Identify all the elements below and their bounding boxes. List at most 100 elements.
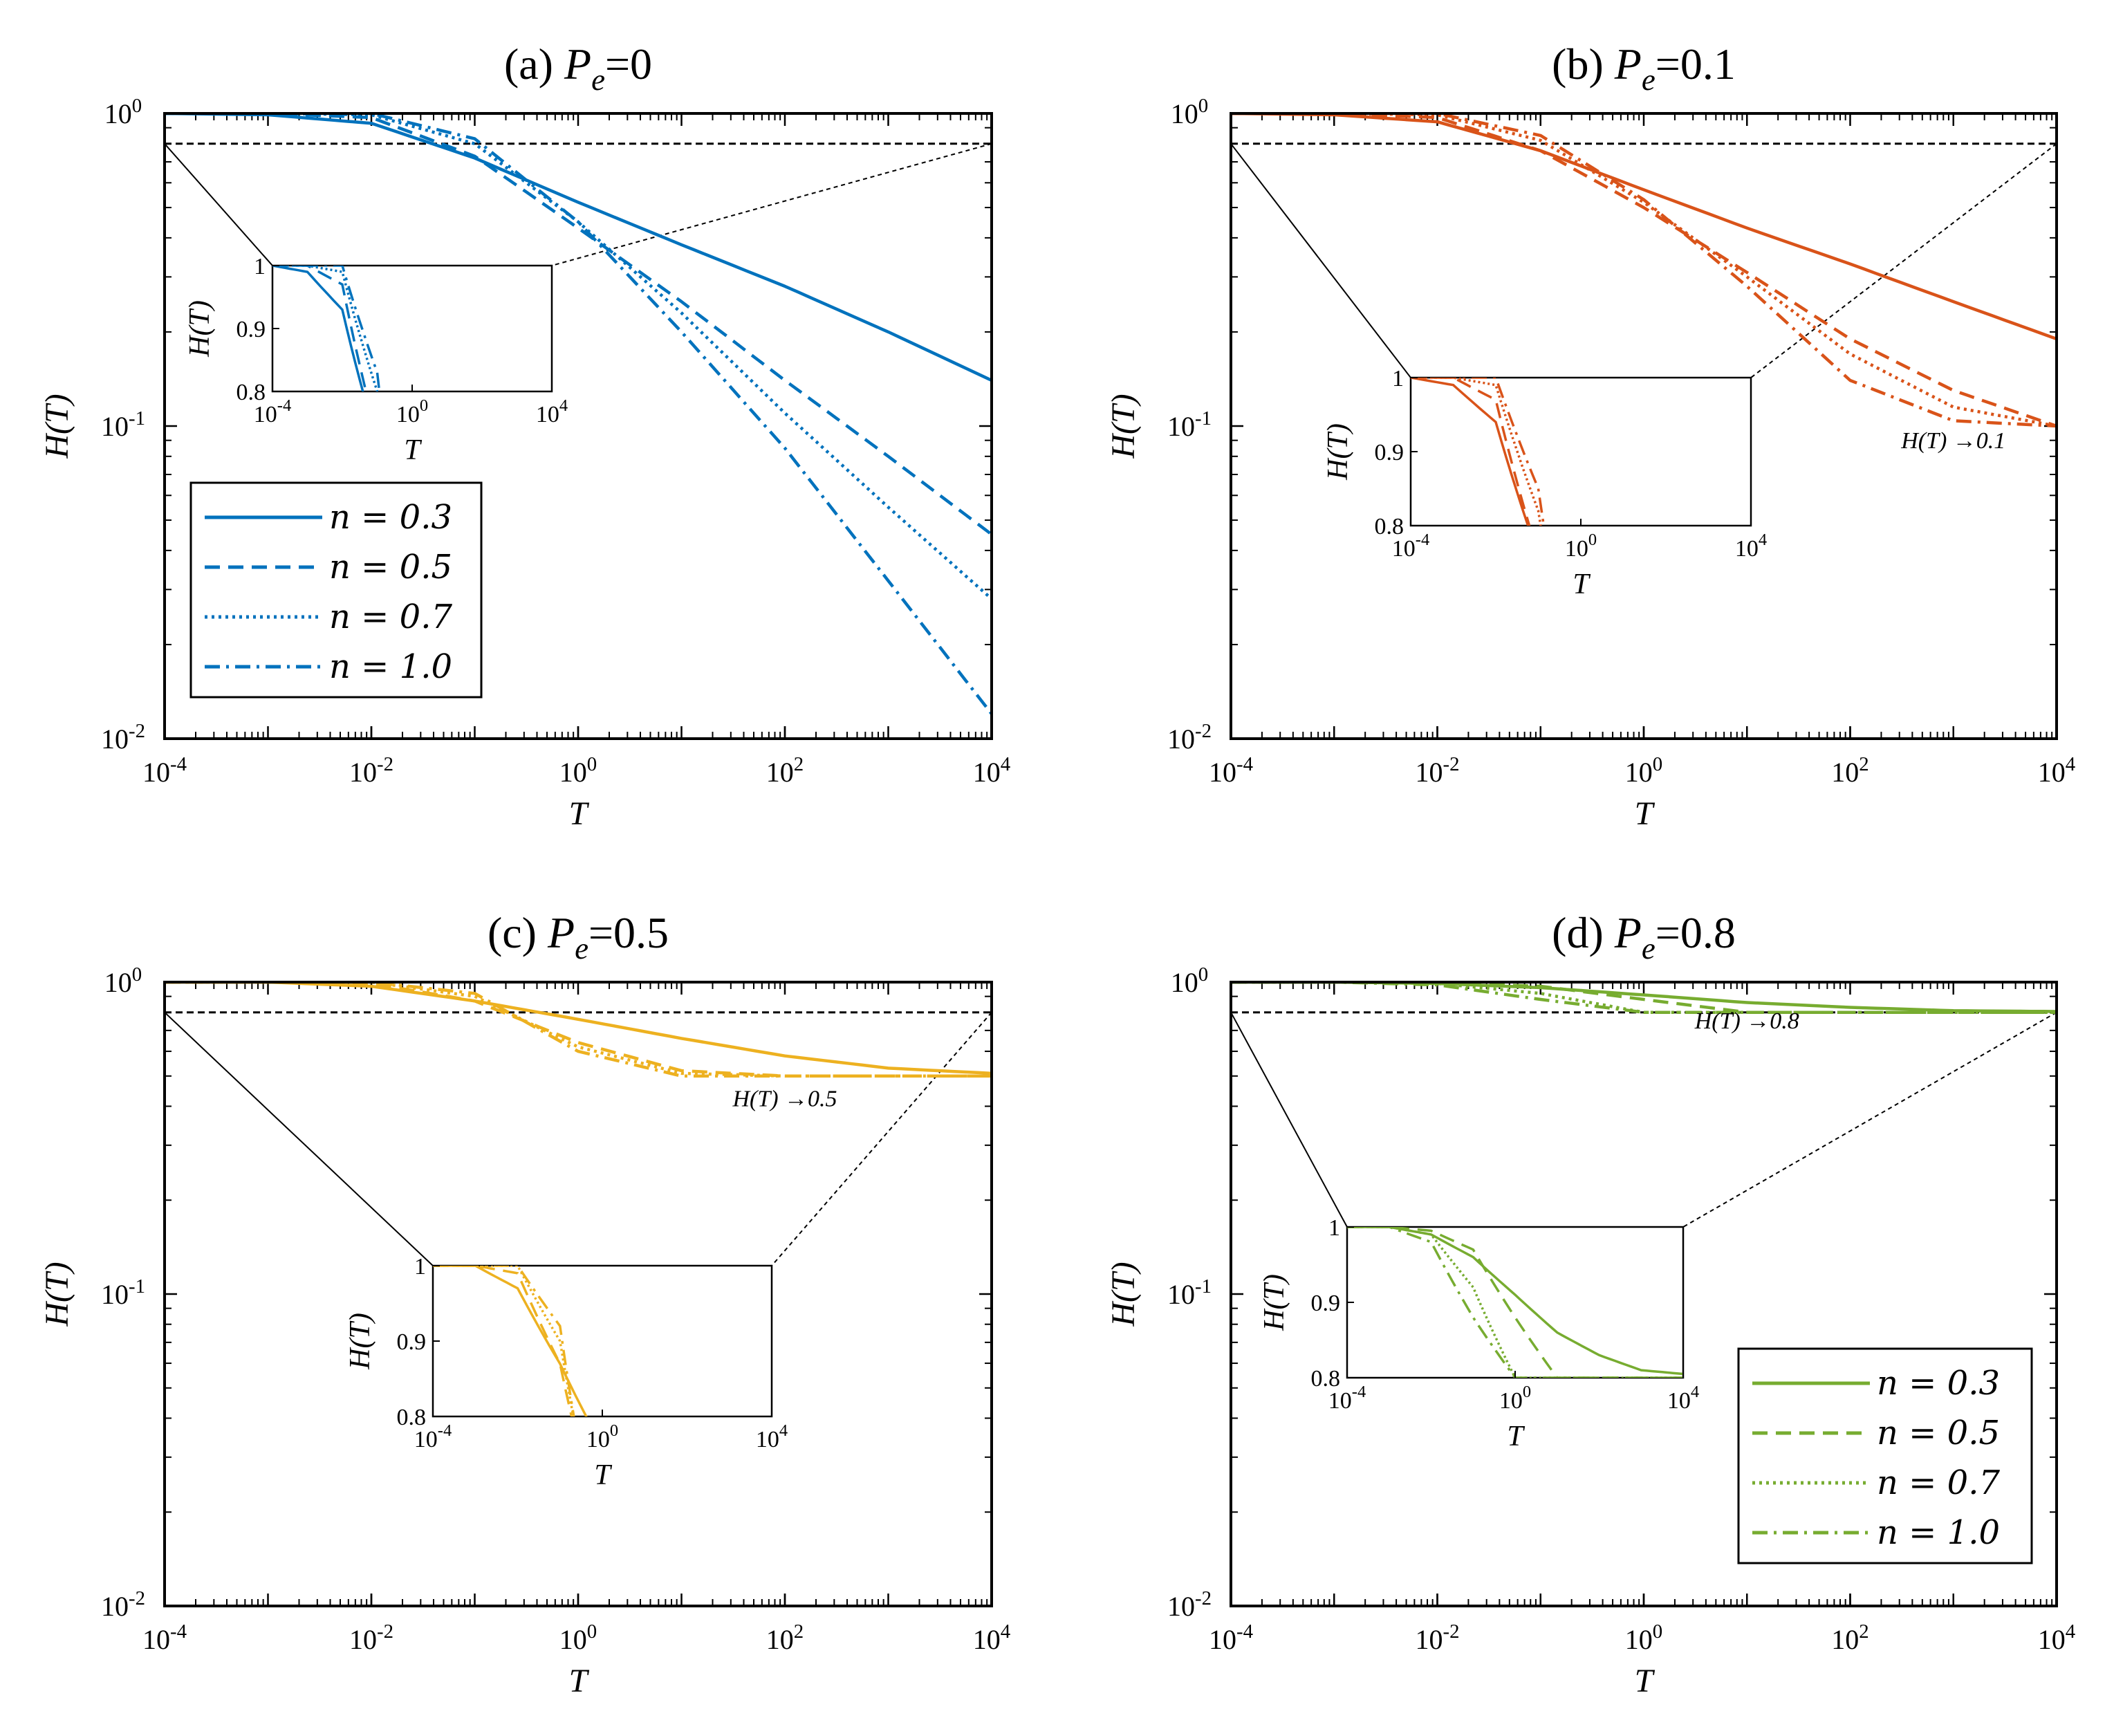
x-tick-label: 100	[559, 753, 597, 788]
x-tick-label: 10-4	[142, 753, 187, 788]
inset-y-label: H(T)	[1322, 423, 1354, 481]
series-line-05	[1231, 113, 2057, 428]
y-tick-label-base: 10	[104, 967, 132, 998]
panel-d: (d) Pe=0.810-4 10-2 100 102 10410-210-1100TH…	[1105, 908, 2075, 1699]
inset-y-tick-label: 0.8	[1311, 1366, 1341, 1392]
axes-box	[1230, 112, 2058, 740]
y-tick-label: 100	[104, 963, 142, 998]
y-axis-label: H(T)	[39, 394, 75, 459]
x-tick-label: 104	[2038, 1620, 2075, 1655]
x-tick-label: 10-2	[349, 1620, 393, 1655]
inset-x-tick-label: 104	[756, 1421, 788, 1452]
title-sub: e	[1642, 62, 1656, 97]
x-tick-label: 104	[973, 753, 1010, 788]
inset-x-label: T	[594, 1459, 612, 1491]
zoom-connector-right	[551, 142, 992, 266]
limit-annotation: H(T) →0.5	[732, 1086, 837, 1111]
series-line-05	[165, 113, 992, 536]
series-line-03	[165, 113, 992, 382]
y-tick-label: 10-2	[101, 720, 145, 755]
y-tick-label-base: 10	[101, 723, 129, 755]
inset-series-line	[1347, 1227, 1683, 1376]
x-tick-label-exp: 0	[587, 753, 597, 775]
legend-label: n = 1.0	[329, 647, 452, 686]
inset-x-tick-label-exp: -4	[277, 396, 291, 415]
zoom-connector-left	[164, 143, 273, 266]
inset-x-label: T	[1507, 1421, 1525, 1452]
x-tick-label-exp: 0	[587, 1620, 597, 1643]
x-tick-label-exp: -4	[170, 753, 187, 775]
title-suffix: =0	[605, 39, 652, 89]
legend-label: n = 0.5	[329, 548, 452, 587]
x-tick-label: 10-2	[1416, 1620, 1460, 1655]
series-line-07	[165, 982, 992, 1078]
inset-y-tick-label: 0.9	[1311, 1291, 1341, 1316]
x-tick-label-base: 10	[1209, 757, 1236, 788]
panel-title: (b) Pe=0.1	[1552, 39, 1736, 97]
x-tick-label-exp: 0	[1653, 1620, 1662, 1643]
y-tick-label-exp: 0	[1198, 95, 1208, 117]
series-line-07	[1231, 982, 2057, 1014]
y-tick-label-exp: -1	[1195, 1275, 1212, 1298]
inset-series-group	[272, 266, 381, 391]
inset-x-tick-label: 10-4	[1392, 530, 1429, 562]
y-tick-label: 10-2	[1167, 1587, 1212, 1622]
y-tick-label: 100	[1171, 95, 1208, 129]
y-tick-label-base: 10	[1171, 98, 1198, 129]
series-group	[1231, 113, 2057, 428]
y-tick-label-base: 10	[101, 1279, 129, 1310]
inset-x-tick-label-exp: 0	[420, 396, 428, 415]
inset-x-tick-label-exp: 4	[1759, 530, 1767, 549]
x-tick-label: 10-2	[1416, 753, 1460, 788]
y-tick-label-exp: -2	[129, 720, 145, 742]
limit-annotation: H(T) →0.1	[1900, 428, 2005, 454]
limit-annotation: H(T) →0.8	[1694, 1008, 1799, 1034]
inset-x-tick-label-exp: 0	[1588, 530, 1597, 549]
x-tick-label-base: 10	[2038, 1624, 2066, 1655]
series-line-10	[1231, 113, 2057, 428]
x-tick-label: 10-4	[142, 1620, 187, 1655]
inset-y-tick-label: 0.8	[237, 380, 266, 405]
title-sub: e	[575, 931, 588, 966]
x-tick-label-exp: -4	[170, 1620, 187, 1643]
y-tick-label-base: 10	[101, 411, 129, 442]
inset-x-tick-label-exp: 4	[559, 396, 568, 415]
title-prefix: (c)	[488, 908, 548, 957]
title-suffix: =0.8	[1656, 908, 1736, 957]
series-line-10	[165, 982, 992, 1078]
inset-x-tick-label: 10-4	[414, 1421, 452, 1452]
x-tick-label: 102	[766, 1620, 804, 1655]
x-tick-label-base: 10	[1416, 757, 1443, 788]
inset-x-tick-label-base: 10	[1328, 1388, 1352, 1414]
inset-y-label: H(T)	[184, 300, 216, 358]
x-tick-label-base: 10	[1416, 1624, 1443, 1655]
title-prefix: (b)	[1552, 39, 1615, 89]
zoom-connector-left	[1230, 1012, 1348, 1228]
inset-series-line	[1411, 378, 1530, 526]
inset-box	[1409, 376, 1752, 527]
inset-x-tick-label: 10-4	[254, 396, 291, 427]
inset-x-tick-label-exp: -4	[1416, 530, 1429, 549]
x-tick-label: 10-4	[1209, 753, 1253, 788]
inset-x-tick-label-exp: -4	[1352, 1383, 1366, 1401]
panel-a: (a) Pe=010-4 10-2 100 102 10410-210-1100TH(T…	[39, 39, 1010, 832]
inset-series-line	[1347, 1227, 1683, 1378]
inset-series-line	[1411, 378, 1531, 526]
inset-y-tick-label: 1	[254, 254, 266, 279]
inset-y-tick-label: 0.8	[397, 1405, 427, 1430]
x-tick-label-exp: -2	[1443, 753, 1460, 775]
y-tick-label: 10-2	[101, 1587, 145, 1622]
y-tick-label-exp: -1	[1195, 407, 1212, 430]
x-axis-label: T	[569, 795, 590, 832]
x-axis-label: T	[1635, 1663, 1656, 1699]
inset-y-tick-label: 0.9	[1375, 440, 1404, 465]
legend-label: n = 1.0	[1877, 1513, 2000, 1552]
inset-x-label: T	[404, 434, 422, 466]
y-tick-label: 10-1	[1167, 1275, 1212, 1310]
x-tick-label-exp: -4	[1236, 1620, 1253, 1643]
inset-x-tick-label: 100	[396, 396, 428, 427]
inset-series-line	[272, 266, 364, 391]
title-prefix: (a)	[504, 39, 564, 89]
